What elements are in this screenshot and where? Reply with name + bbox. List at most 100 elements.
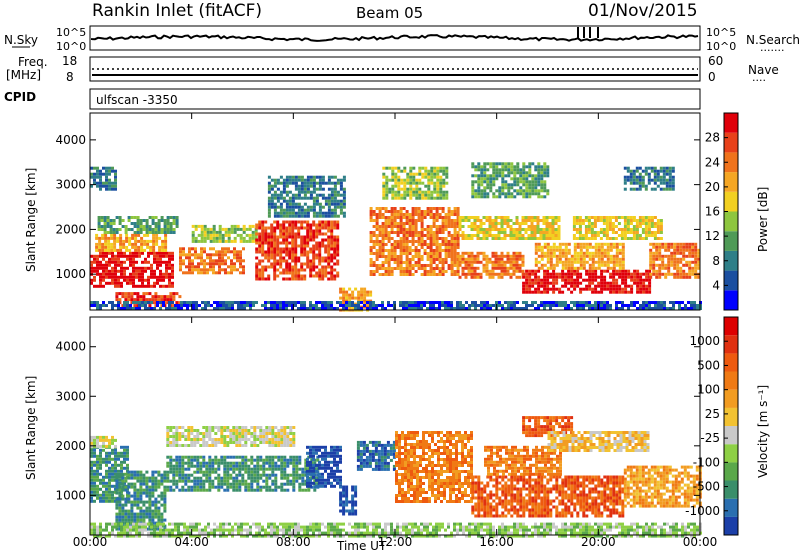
power-cell	[537, 192, 541, 196]
power-cell	[491, 275, 495, 279]
power-cell	[354, 304, 357, 307]
power-cell	[525, 180, 529, 184]
velocity-cell	[121, 515, 125, 519]
power-cell	[336, 259, 340, 263]
power-cell	[501, 189, 505, 193]
power-cell	[172, 298, 176, 302]
power-cell	[658, 245, 662, 249]
power-cell	[552, 269, 556, 273]
power-cell	[567, 272, 571, 276]
power-cell	[142, 225, 146, 228]
velocity-cell	[127, 494, 131, 498]
colorbar-tick-label: 16	[705, 205, 720, 219]
power-cell	[542, 222, 546, 225]
power-cell	[321, 304, 324, 307]
power-cell	[531, 186, 535, 190]
power-cell	[385, 190, 389, 194]
velocity-cell	[157, 485, 161, 489]
power-cell	[165, 272, 168, 276]
power-cell	[605, 222, 609, 225]
power-cell	[432, 255, 436, 258]
power-cell	[691, 254, 695, 258]
power-cell	[100, 228, 104, 231]
power-cell	[164, 236, 168, 240]
power-cell	[415, 190, 419, 194]
power-cell	[212, 253, 215, 257]
power-cell	[273, 232, 277, 236]
power-cell	[605, 237, 609, 240]
power-cell	[626, 175, 630, 179]
power-cell	[255, 256, 259, 260]
power-cell	[482, 254, 486, 258]
power-cell	[679, 275, 683, 279]
power-cell	[282, 235, 286, 239]
velocity-cell	[130, 503, 134, 507]
power-cell	[432, 267, 436, 270]
power-cell	[191, 233, 195, 237]
power-cell	[567, 281, 571, 285]
power-cell	[647, 219, 651, 222]
power-cell	[148, 225, 152, 228]
power-cell	[303, 274, 307, 278]
power-cell	[237, 307, 240, 310]
power-cell	[393, 222, 397, 225]
power-cell	[650, 216, 654, 219]
velocity-cell	[120, 466, 123, 470]
power-cell	[429, 270, 433, 273]
power-cell	[543, 168, 547, 172]
power-cell	[435, 246, 439, 249]
power-cell	[154, 301, 158, 305]
power-cell	[242, 247, 245, 251]
velocity-cell	[111, 448, 114, 452]
velocity-cell	[175, 461, 179, 465]
power-cell	[399, 207, 403, 210]
power-cell	[384, 228, 388, 231]
power-cell	[96, 184, 99, 188]
power-cell	[300, 181, 304, 185]
power-cell	[647, 166, 651, 170]
power-cell	[188, 256, 191, 260]
velocity-cell	[99, 472, 102, 476]
power-cell	[489, 162, 493, 166]
power-cell	[500, 251, 504, 255]
power-cell	[522, 183, 526, 187]
power-cell	[545, 222, 549, 225]
velocity-cell	[139, 482, 143, 486]
power-cell	[245, 239, 249, 243]
power-cell	[600, 248, 604, 252]
power-cell	[230, 271, 233, 275]
power-cell	[479, 222, 483, 225]
velocity-cell	[90, 472, 93, 476]
velocity-cell	[99, 448, 102, 452]
power-cell	[650, 234, 654, 237]
power-cell	[600, 290, 604, 294]
power-cell	[255, 226, 259, 230]
power-cell	[342, 214, 346, 218]
velocity-cell	[139, 512, 143, 516]
power-cell	[288, 178, 292, 182]
power-cell	[504, 186, 508, 190]
velocity-cell	[148, 515, 152, 519]
power-cell	[333, 214, 337, 218]
velocity-cell	[163, 503, 167, 507]
power-cell	[405, 301, 408, 304]
power-cell	[121, 219, 125, 222]
velocity-cell	[169, 458, 173, 462]
power-cell	[375, 222, 379, 225]
power-cell	[264, 253, 268, 257]
power-cell	[285, 211, 289, 215]
power-cell	[164, 242, 168, 246]
power-cell	[576, 257, 580, 261]
power-cell	[203, 239, 207, 243]
power-cell	[303, 253, 307, 257]
power-cell	[655, 245, 659, 249]
power-cell	[623, 219, 627, 222]
power-cell	[405, 255, 409, 258]
power-cell	[154, 298, 158, 302]
power-cell	[663, 304, 666, 307]
velocity-cell	[175, 479, 179, 483]
power-cell	[200, 256, 203, 260]
power-cell	[627, 290, 631, 294]
power-cell	[655, 251, 659, 255]
power-cell	[99, 304, 102, 307]
